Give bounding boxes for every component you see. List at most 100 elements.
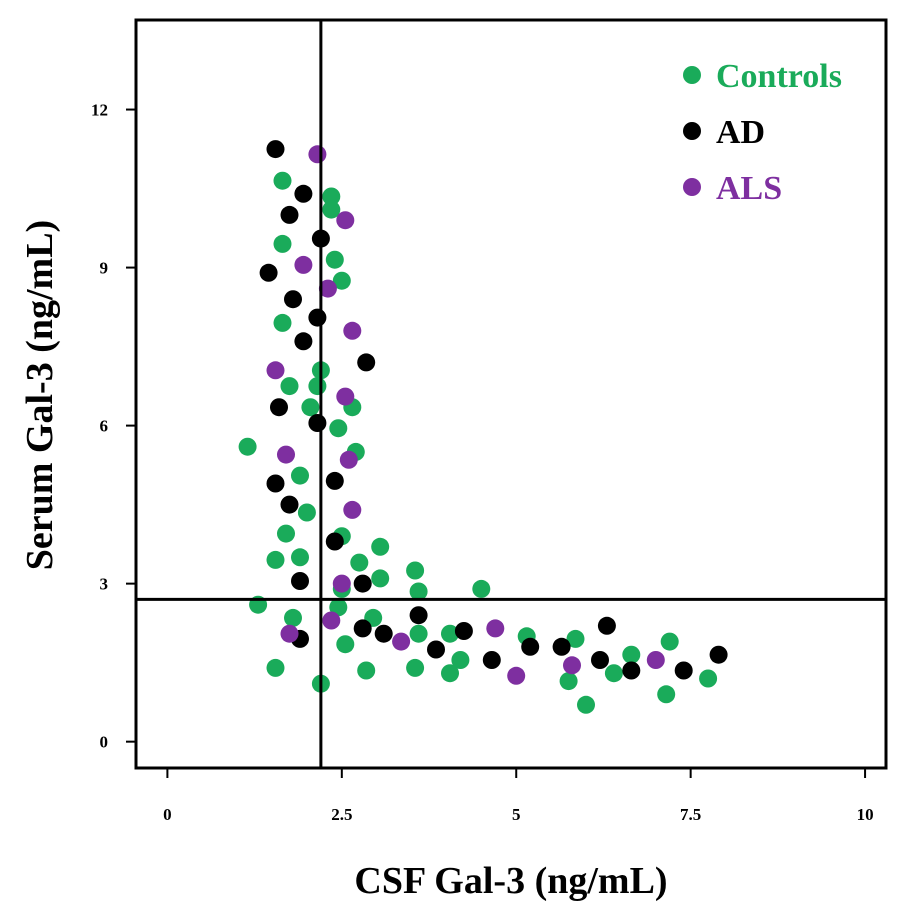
point-controls	[329, 419, 348, 438]
point-als	[280, 624, 299, 643]
point-als	[646, 651, 665, 669]
point-controls	[357, 661, 376, 680]
point-controls	[280, 377, 299, 396]
point-ad	[280, 205, 299, 224]
point-controls	[291, 466, 309, 485]
point-controls	[409, 624, 428, 643]
point-ad	[266, 140, 285, 159]
point-ad	[353, 619, 372, 638]
point-controls	[238, 437, 257, 456]
legend-marker-controls	[683, 66, 701, 84]
point-als	[486, 619, 505, 638]
point-controls	[291, 548, 309, 567]
point-als	[322, 611, 341, 630]
point-controls	[350, 553, 369, 572]
legend: Controls AD ALS	[683, 58, 842, 207]
point-ad	[308, 308, 327, 327]
point-als	[294, 255, 313, 274]
point-controls	[332, 271, 351, 290]
point-ad	[308, 414, 327, 432]
point-ad	[270, 398, 288, 417]
point-ad	[353, 574, 372, 593]
point-ad	[280, 495, 299, 514]
x-axis-title: CSF Gal-3 (ng/mL)	[354, 860, 667, 902]
point-controls	[322, 200, 341, 219]
point-ad	[409, 606, 428, 625]
point-controls	[441, 664, 459, 683]
point-ad	[294, 332, 313, 351]
point-controls	[441, 624, 459, 643]
x-tick-label: 2.5	[331, 805, 352, 824]
point-ad	[325, 471, 344, 490]
axis-ticks: 0 2.5 5 7.5 10 0 3 6 9 12	[91, 101, 874, 824]
legend-label-als: ALS	[716, 170, 782, 207]
point-als	[318, 279, 337, 298]
point-ad	[284, 290, 302, 309]
point-controls	[660, 632, 679, 651]
point-controls	[273, 234, 292, 253]
x-tick-label: 5	[512, 805, 521, 824]
point-als	[339, 450, 358, 469]
point-als	[392, 632, 411, 651]
point-ad	[259, 263, 278, 282]
legend-marker-als	[683, 178, 701, 196]
point-ad	[521, 637, 540, 656]
point-controls	[409, 582, 428, 601]
point-ad	[454, 622, 473, 640]
y-tick-label: 12	[91, 101, 108, 120]
point-ad	[597, 616, 616, 635]
point-controls	[284, 608, 302, 627]
point-controls	[406, 561, 425, 580]
point-controls	[699, 669, 718, 688]
point-controls	[266, 550, 285, 569]
y-tick-label: 6	[100, 417, 109, 436]
point-ad	[591, 651, 609, 669]
x-tick-label: 0	[163, 805, 172, 824]
point-controls	[329, 598, 348, 617]
point-ad	[427, 640, 445, 659]
cutoff-lines	[136, 20, 886, 768]
point-controls	[336, 635, 355, 654]
point-controls	[406, 658, 425, 677]
point-ad	[294, 184, 313, 203]
legend-label-controls: Controls	[716, 58, 842, 95]
point-ad	[266, 474, 285, 493]
point-controls	[604, 664, 623, 683]
point-ad	[357, 353, 376, 372]
point-ad	[374, 624, 393, 643]
point-als	[332, 574, 351, 593]
point-controls	[277, 524, 295, 543]
point-ad	[552, 637, 571, 656]
x-tick-label: 10	[857, 805, 874, 824]
point-controls	[472, 579, 491, 598]
point-controls	[325, 250, 344, 269]
x-tick-label: 7.5	[680, 805, 701, 824]
point-controls	[577, 695, 595, 714]
point-controls	[371, 569, 390, 588]
point-controls	[371, 537, 390, 556]
point-controls	[657, 685, 676, 704]
point-als	[563, 656, 581, 675]
point-ad	[325, 532, 344, 551]
point-als	[336, 211, 355, 230]
point-ad	[674, 661, 693, 680]
plot-frame	[134, 18, 888, 770]
y-tick-label: 3	[100, 575, 109, 594]
y-tick-label: 9	[100, 259, 109, 278]
point-controls	[451, 651, 470, 669]
point-controls	[273, 313, 292, 332]
plot-area	[134, 18, 888, 770]
point-ad	[291, 572, 309, 590]
point-controls	[308, 377, 327, 396]
point-als	[336, 387, 355, 406]
point-controls	[566, 629, 585, 648]
point-controls	[322, 187, 341, 206]
point-controls	[559, 672, 578, 691]
point-als	[266, 361, 285, 380]
y-axis-title: Serum Gal-3 (ng/mL)	[19, 220, 61, 570]
point-als	[308, 145, 327, 164]
point-controls	[297, 503, 316, 522]
point-als	[507, 666, 526, 685]
point-als	[343, 500, 362, 519]
